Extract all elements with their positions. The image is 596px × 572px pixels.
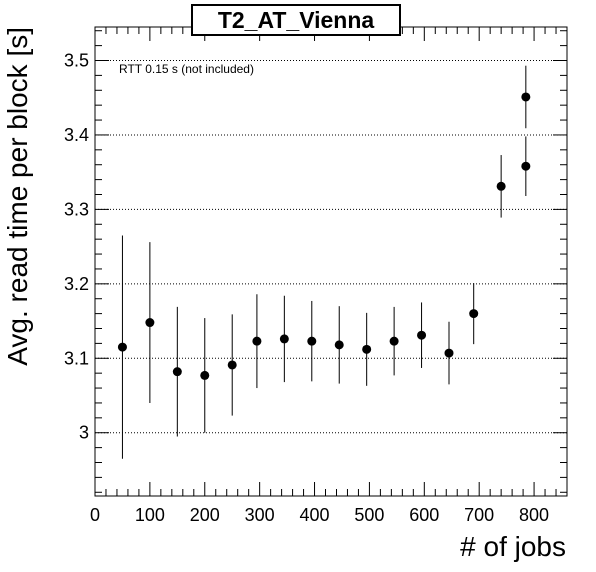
data-point <box>227 360 237 370</box>
data-point <box>417 330 427 340</box>
x-axis-label: # of jobs <box>460 531 566 562</box>
data-point <box>145 318 155 328</box>
annotation-text: RTT 0.15 s (not included) <box>119 62 254 76</box>
x-axis: 0 100 200 300 400 500 600 700 800 <box>90 27 568 525</box>
x-tick-label: 200 <box>190 505 220 525</box>
data-point <box>469 309 479 319</box>
x-tick-label: 100 <box>135 505 165 525</box>
x-tick-label: 0 <box>90 505 100 525</box>
data-point <box>307 336 317 346</box>
x-tick-label: 300 <box>245 505 275 525</box>
data-point <box>252 336 262 346</box>
y-tick-label: 3.5 <box>64 51 89 71</box>
gridlines <box>95 60 567 434</box>
data-point <box>389 336 399 346</box>
y-axis-label: Avg. read time per block [s] <box>2 27 33 366</box>
y-tick-label: 3.4 <box>64 125 89 145</box>
chart-title: T2_AT_Vienna <box>191 4 401 36</box>
data-point <box>117 342 127 352</box>
y-tick-label: 3 <box>79 423 89 443</box>
data-points <box>117 65 531 459</box>
y-tick-label: 3.3 <box>64 199 89 219</box>
plot-frame <box>94 26 568 497</box>
y-axis: 3 3.1 3.2 3.3 3.4 3.5 <box>64 30 567 493</box>
data-point <box>172 367 182 377</box>
data-point <box>521 92 531 102</box>
data-point <box>279 334 289 344</box>
x-tick-label: 700 <box>464 505 494 525</box>
y-tick-label: 3.2 <box>64 274 89 294</box>
x-tick-label: 600 <box>409 505 439 525</box>
data-point <box>444 348 454 358</box>
x-tick-label: 400 <box>300 505 330 525</box>
y-tick-label: 3.1 <box>64 348 89 368</box>
data-point <box>521 161 531 171</box>
data-point <box>362 344 372 354</box>
data-point <box>334 340 344 350</box>
x-tick-label: 500 <box>354 505 384 525</box>
data-point <box>496 181 506 191</box>
data-point <box>200 370 210 380</box>
x-tick-label: 800 <box>519 505 549 525</box>
